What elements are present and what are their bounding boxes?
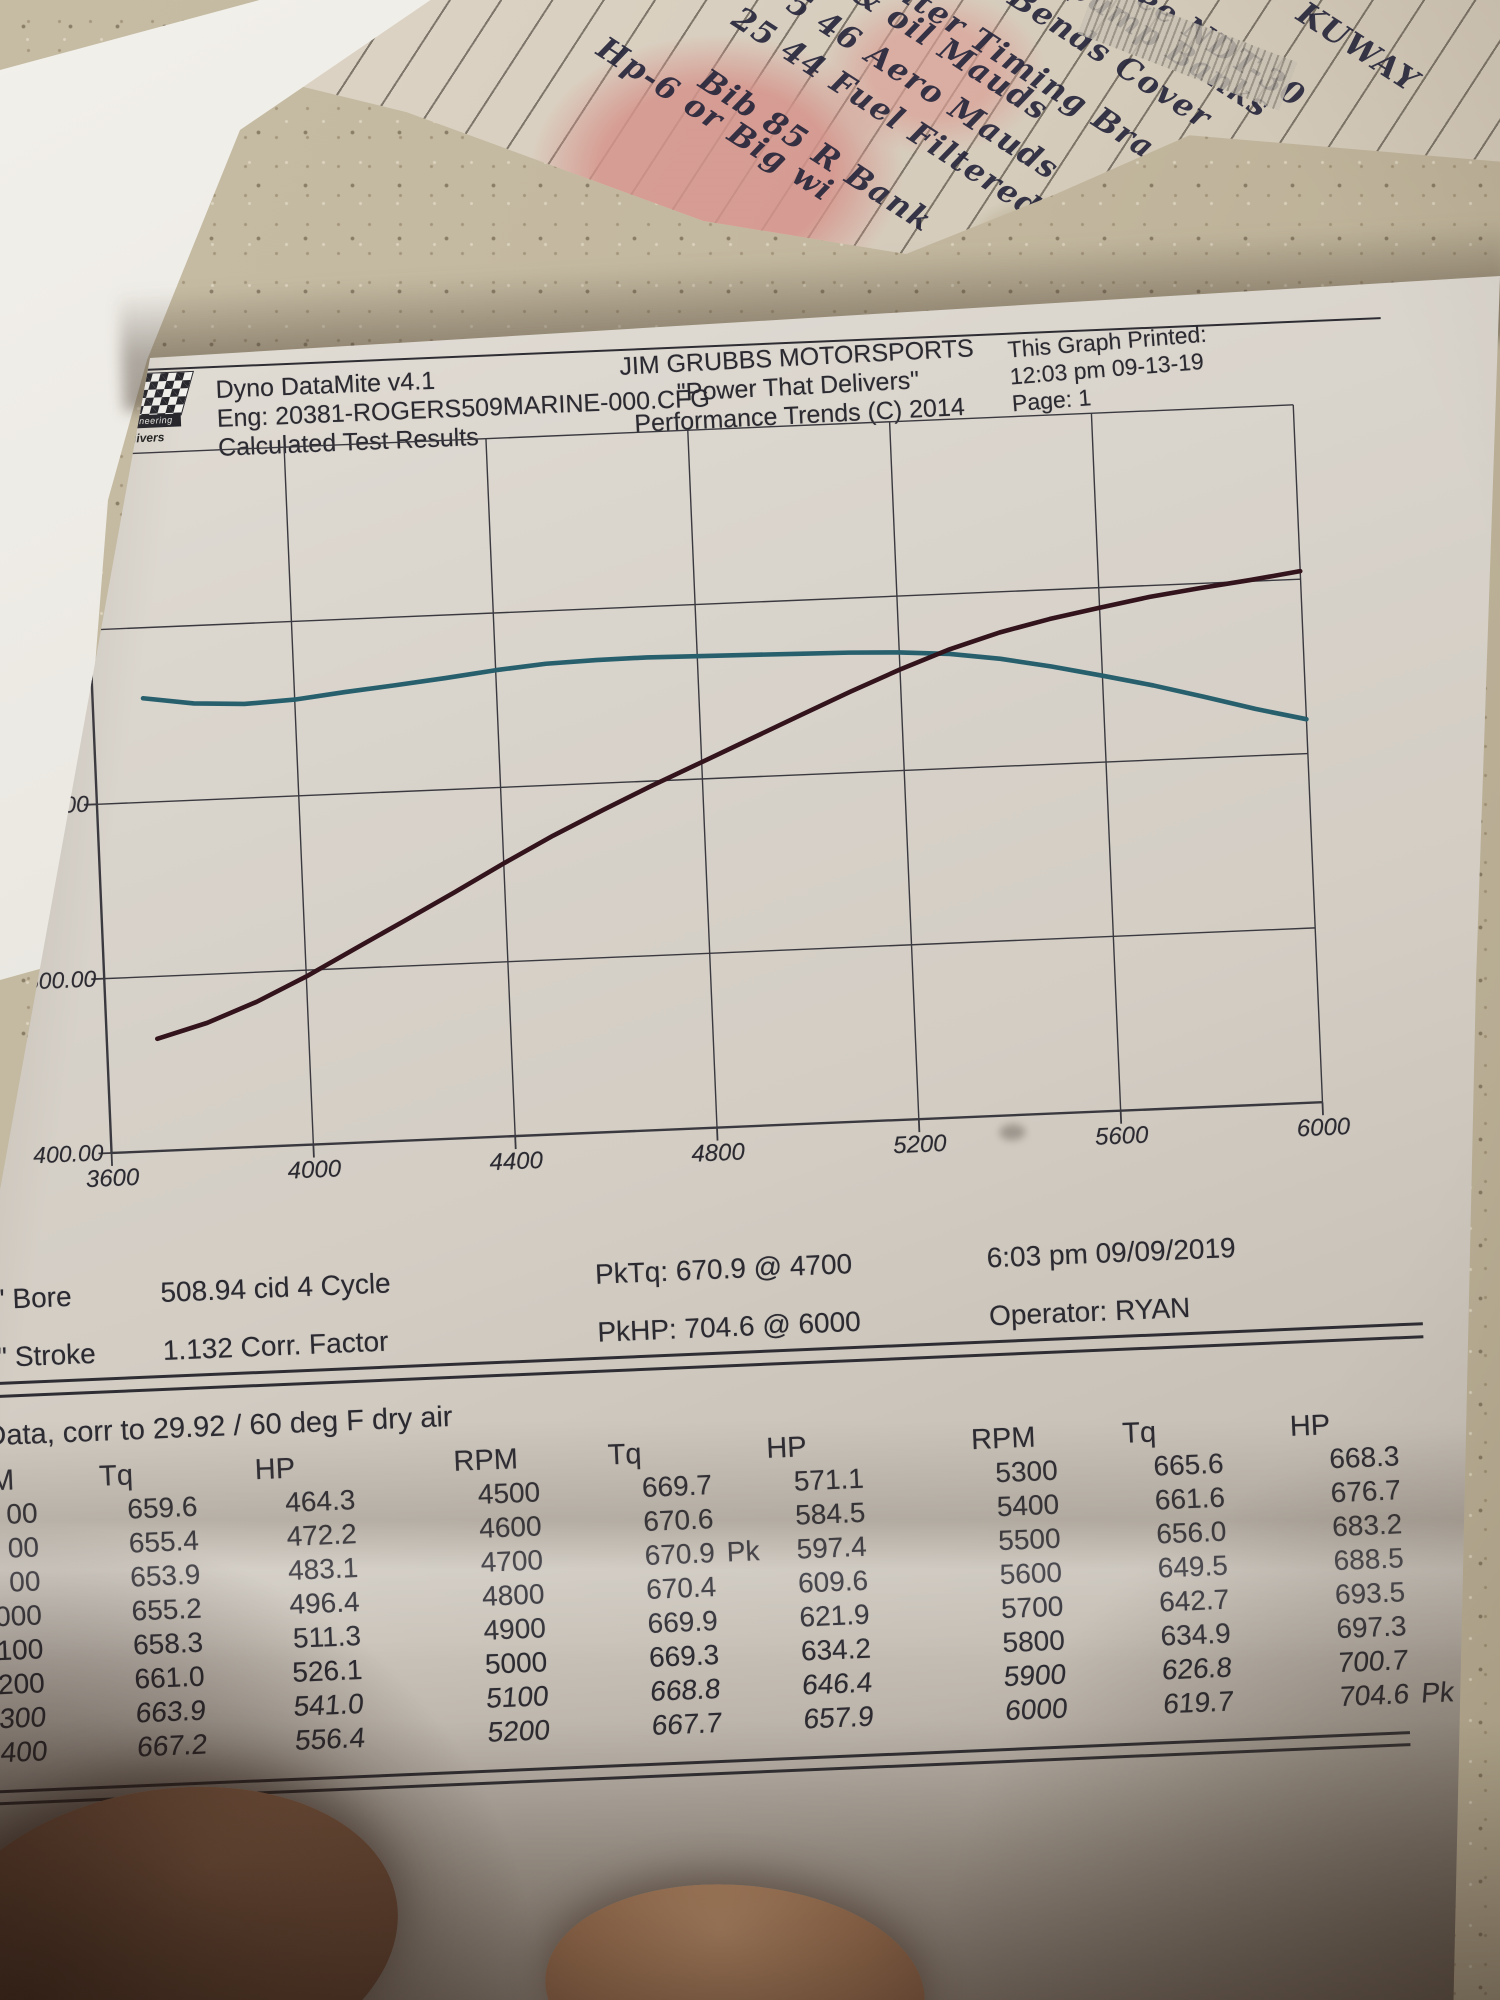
table-cell: 5800: [1001, 1624, 1066, 1659]
table-group: M Tq HP 00 659.6 464.3 00 655.4 472.2 00 653.9 483.…: [0, 1449, 367, 1771]
bore-value: 00" Bore: [0, 1280, 73, 1317]
x-tick-label: 3600: [85, 1163, 140, 1194]
table-cell: 670.9 Pk: [644, 1535, 761, 1571]
table-cell: 00: [8, 1565, 42, 1598]
table-cell: 4700: [480, 1544, 544, 1578]
table-cell: 6000: [1004, 1692, 1069, 1727]
table-cell: M: [0, 1464, 15, 1498]
table-cell: 5600: [999, 1556, 1063, 1591]
table-cell: 300: [0, 1701, 48, 1735]
table-cell: 4500: [477, 1476, 541, 1510]
peak-hp-value: PkHP: 704.6 @ 6000: [596, 1305, 862, 1348]
stroke-value: 00" Stroke: [0, 1337, 97, 1375]
table-cell: 5500: [997, 1522, 1062, 1557]
table-cell: 5100: [485, 1680, 550, 1714]
header-printed-block: This Graph Printed: 12:03 pm 09-13-19 Pa…: [1007, 321, 1212, 418]
table-cell: 00: [7, 1531, 40, 1564]
table-cell: 657.9: [802, 1700, 876, 1735]
table-cell: RPM: [452, 1443, 519, 1478]
correction-factor: 1.132 Corr. Factor: [162, 1325, 389, 1366]
displacement-value: 508.94 cid 4 Cycle: [159, 1267, 392, 1309]
table-cell: 4900: [482, 1612, 547, 1646]
table-cell: RPM: [970, 1421, 1037, 1457]
table-cell: 100: [0, 1633, 44, 1667]
hp-curve: [154, 568, 1303, 1042]
table-cell: 000: [0, 1599, 43, 1633]
table-cell: 619.7: [1162, 1685, 1235, 1720]
peak-torque-value: PkTq: 670.9 @ 4700: [594, 1248, 853, 1290]
chart-svg: [69, 404, 1324, 1167]
peak-marker: Pk: [1420, 1676, 1456, 1709]
operator-name: Operator: RYAN: [988, 1291, 1191, 1332]
table-cell: 00: [5, 1497, 39, 1530]
dyno-sheet-content: JGM Performance Engineering Power That D…: [0, 293, 1456, 2000]
table-cell: 667.2: [136, 1728, 209, 1763]
dyno-chart: [69, 404, 1324, 1167]
table-cell: 5400: [996, 1488, 1060, 1523]
table-group: RPM Tq HP 5300 665.6 668.3 5400 661.6 676.7 5500 6…: [950, 1405, 1456, 1729]
smudge-mark: [999, 1123, 1026, 1141]
x-tick-label: 4800: [690, 1138, 746, 1168]
table-cell: 400: [0, 1735, 49, 1769]
table-cell: 5700: [1000, 1590, 1064, 1625]
table-cell: 200: [0, 1667, 46, 1701]
x-tick-label: 6000: [1296, 1113, 1351, 1143]
table-cell: 5300: [994, 1454, 1059, 1489]
grid-line: [104, 927, 1316, 980]
table-cell: 667.7: [650, 1706, 724, 1741]
table-cell: 5200: [486, 1714, 552, 1748]
test-datetime: 6:03 pm 09/09/2019: [986, 1232, 1237, 1274]
table-cell: 4600: [478, 1510, 543, 1544]
x-tick-label: 4000: [287, 1155, 342, 1185]
table-cell: 4800: [481, 1578, 546, 1612]
x-tick-label: 5600: [1094, 1121, 1149, 1151]
table-cell: 5900: [1002, 1658, 1068, 1693]
table-cell: 556.4: [294, 1721, 367, 1756]
table-group: RPM Tq HP 4500 669.7 571.1 4600 670.6 584.5 4700 6…: [432, 1428, 876, 1752]
table-cell: 704.6 Pk: [1338, 1676, 1456, 1713]
table-cell: 5000: [484, 1646, 548, 1680]
torque-curve: [140, 650, 1309, 722]
peak-marker: Pk: [726, 1535, 761, 1568]
x-tick-label: 5200: [892, 1130, 948, 1160]
x-tick-label: 4400: [489, 1146, 544, 1177]
